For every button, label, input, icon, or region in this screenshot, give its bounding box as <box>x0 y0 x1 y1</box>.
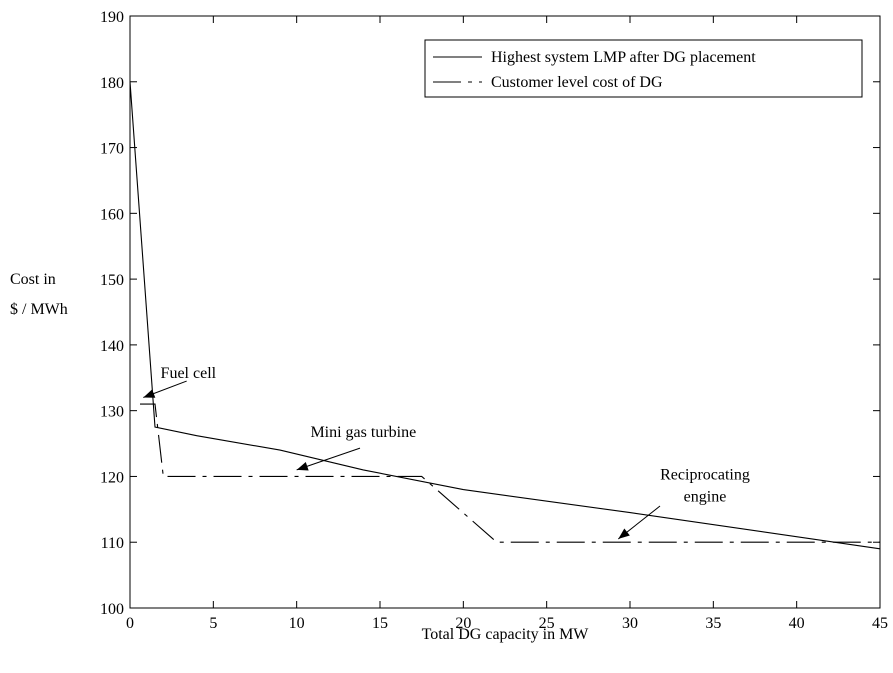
series-line-1 <box>129 81 881 550</box>
annotation-arrow-head <box>296 462 309 471</box>
y-tick-label: 110 <box>101 535 124 552</box>
x-axis-title: Total DG capacity in MW <box>422 626 590 643</box>
legend-box <box>424 39 863 98</box>
series-lines <box>129 81 881 550</box>
y-tick-label: 100 <box>100 601 124 618</box>
y-tick-label: 150 <box>100 272 124 289</box>
y-tick-label: 120 <box>100 469 124 486</box>
y-tick-label: 160 <box>100 206 124 223</box>
x-tick-label: 10 <box>289 615 305 632</box>
y-axis-title-line-2: $ / MWh <box>10 301 68 318</box>
x-tick-label: 45 <box>872 615 888 632</box>
annotation-2: Mini gas turbine <box>296 424 416 471</box>
annotation-arrow-head <box>143 389 156 398</box>
annotation-arrow-line <box>296 447 361 471</box>
x-tick-label: 25 <box>539 615 555 632</box>
y-tick-label: 170 <box>100 141 124 158</box>
plot-frame <box>129 15 881 609</box>
series-line-2 <box>140 403 880 543</box>
x-tick-label: 15 <box>372 615 388 632</box>
x-tick-label: 35 <box>705 615 721 632</box>
annotations: Fuel cell Mini gas turbine Reciprocating en… <box>143 365 750 540</box>
x-tick-label: 5 <box>209 615 217 632</box>
x-tick-label: 30 <box>622 615 638 632</box>
annotation-3: Reciprocating engine <box>618 467 750 540</box>
legend: Highest system LMP after DG placement Cus… <box>424 39 863 98</box>
axes: 0 5 10 15 20 25 30 35 40 45 100 110 120 130 140 150 160 1… <box>100 9 888 632</box>
y-tick-label: 190 <box>100 9 124 26</box>
legend-label-2: Customer level cost of DG <box>491 74 663 91</box>
annotation-label: Fuel cell <box>161 365 217 382</box>
y-tick-label: 180 <box>100 75 124 92</box>
annotation-arrow-head <box>618 528 630 539</box>
annotation-label: Mini gas turbine <box>310 424 416 441</box>
x-tick-label: 0 <box>126 615 134 632</box>
y-tick-label: 140 <box>100 338 124 355</box>
y-tick-label: 130 <box>100 404 124 421</box>
x-tick-label: 40 <box>789 615 805 632</box>
y-axis-title-line-1: Cost in <box>10 271 56 288</box>
y-axis-title: Cost in $ / MWh <box>10 271 68 318</box>
x-tick-label: 20 <box>455 615 471 632</box>
annotation-label: Reciprocating engine <box>660 467 750 506</box>
annotation-1: Fuel cell <box>143 365 217 398</box>
legend-label-1: Highest system LMP after DG placement <box>491 49 756 66</box>
